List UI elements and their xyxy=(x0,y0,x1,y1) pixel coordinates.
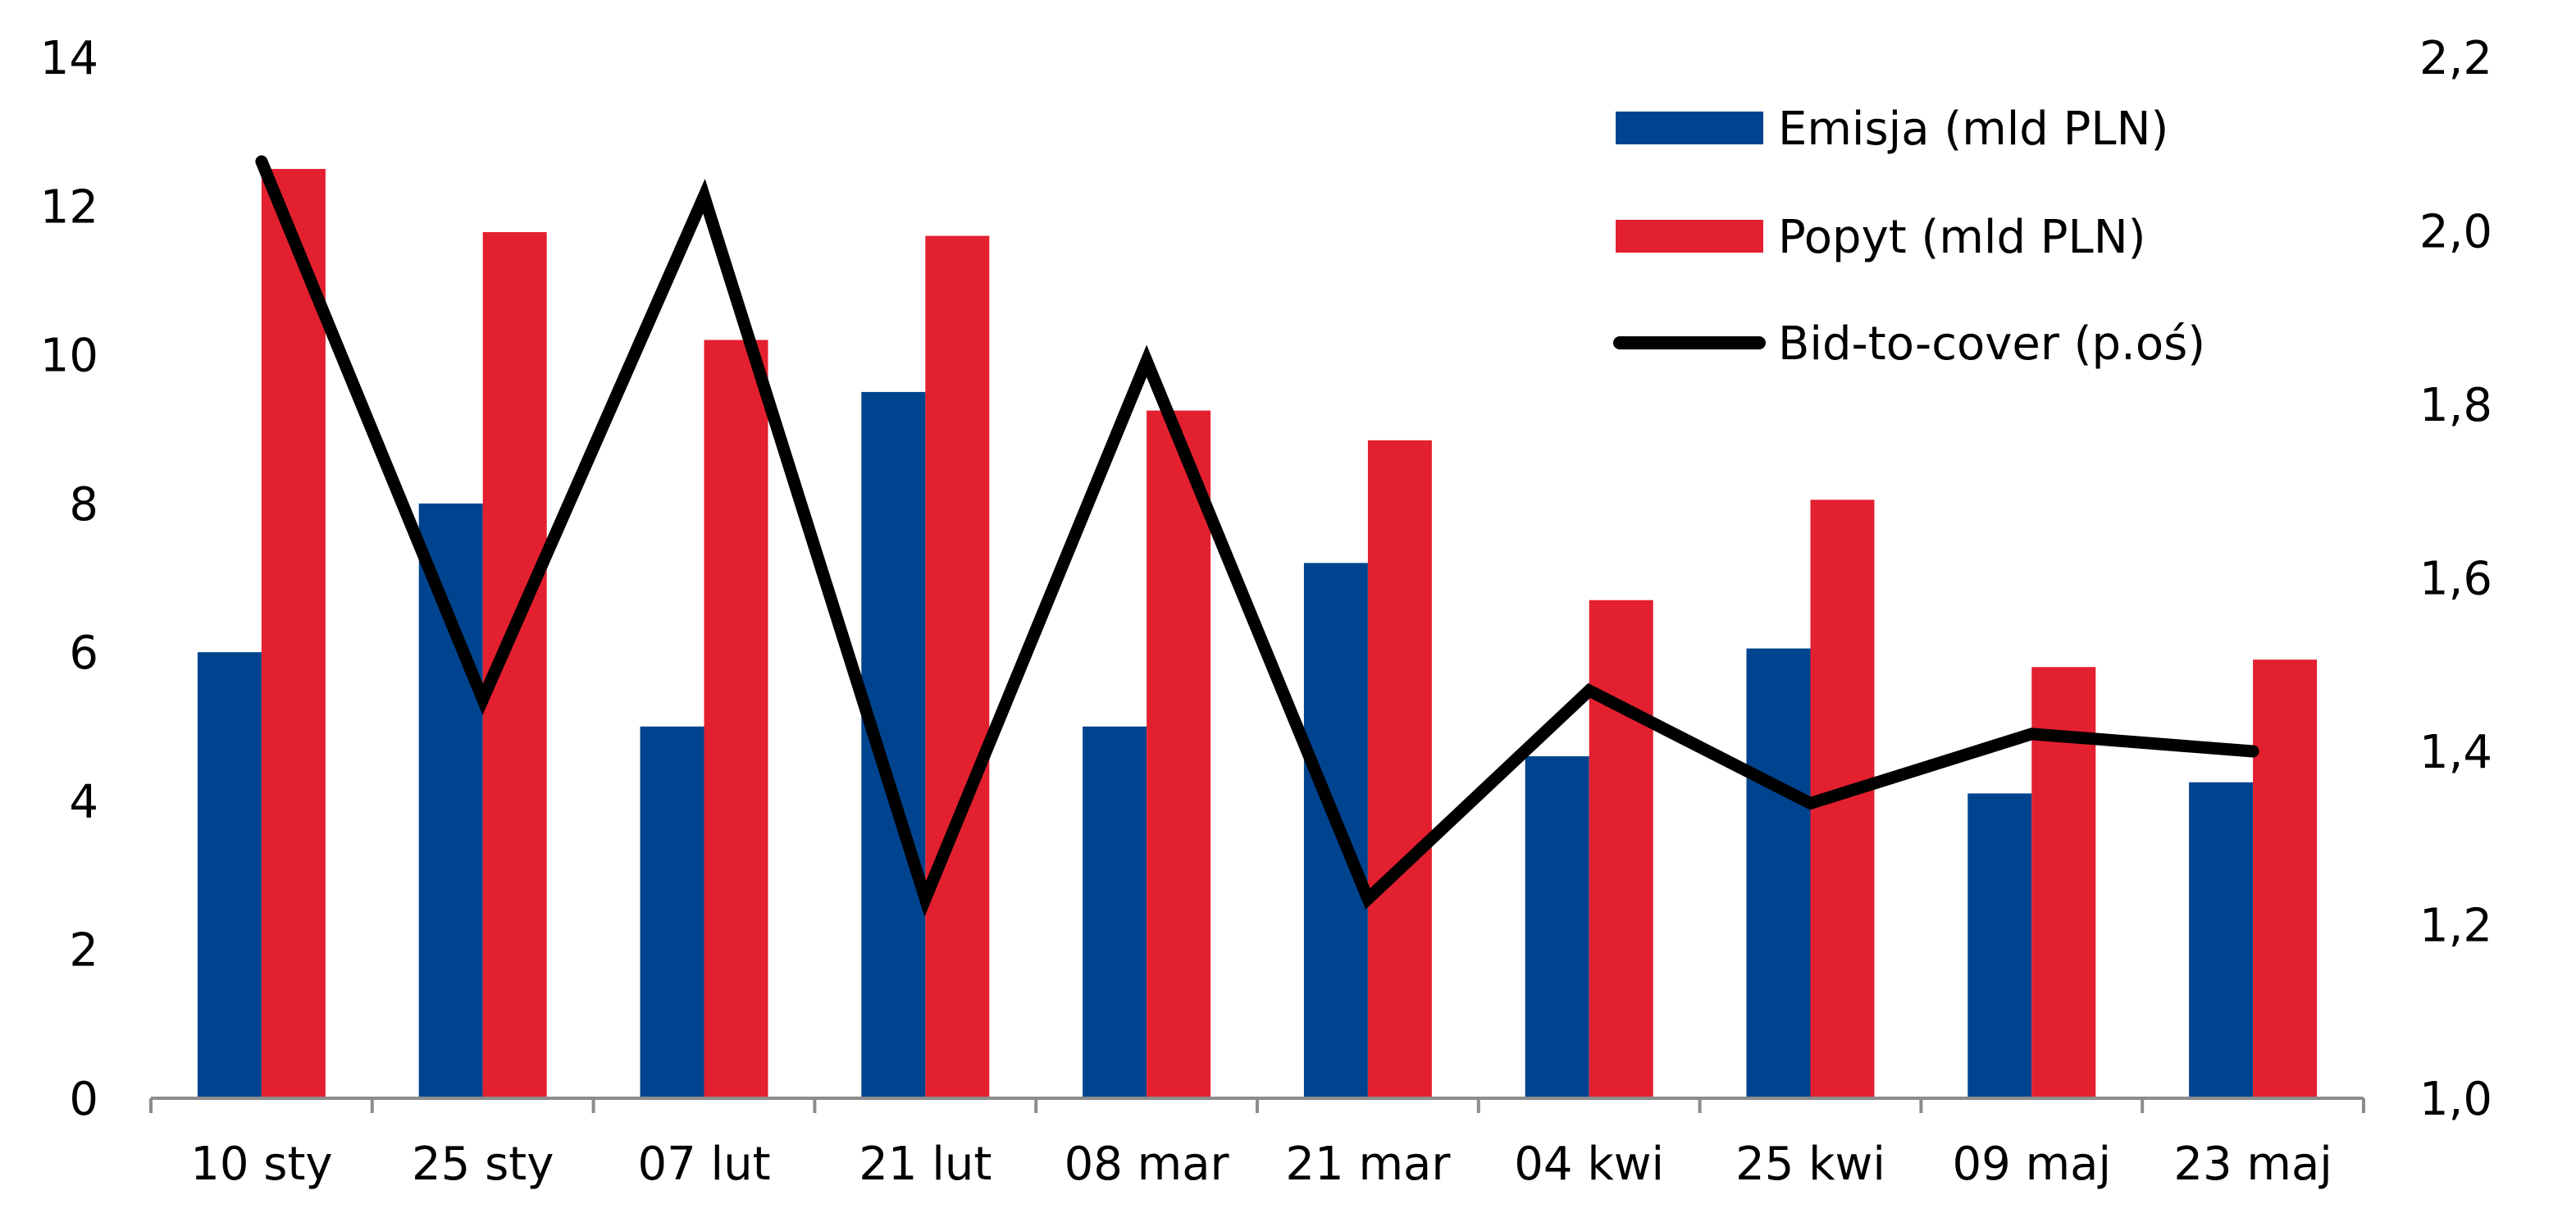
line-point-9 xyxy=(2252,750,2255,752)
y-left-tick-label-7: 14 xyxy=(40,32,98,85)
line-point-2 xyxy=(703,195,705,198)
y-right-tick-label-2: 1,4 xyxy=(2419,726,2492,779)
line-point-1 xyxy=(481,698,484,700)
x-tick-label-2: 07 lut xyxy=(637,1138,770,1191)
y-right-tick-label-6: 2,2 xyxy=(2419,32,2492,85)
bar-popyt-3 xyxy=(925,235,990,1098)
legend-label-2: Bid-to-cover (p.oś) xyxy=(1778,317,2205,371)
bar-popyt-4 xyxy=(1147,410,1211,1098)
bar-emisja-8 xyxy=(1967,793,2032,1098)
bar-popyt-2 xyxy=(704,340,768,1098)
line-point-4 xyxy=(1146,360,1148,363)
line-point-3 xyxy=(924,897,927,900)
x-tick-label-4: 08 mar xyxy=(1065,1138,1230,1191)
bar-popyt-5 xyxy=(1367,440,1432,1098)
line-point-7 xyxy=(1809,802,1812,805)
y-right-tick-label-5: 2,0 xyxy=(2419,206,2492,259)
bar-emisja-4 xyxy=(1083,726,1147,1098)
line-point-6 xyxy=(1588,689,1590,691)
y-left-tick-label-3: 6 xyxy=(69,627,98,680)
y-right-tick-label-3: 1,6 xyxy=(2419,553,2492,606)
bar-popyt-0 xyxy=(261,168,326,1099)
legend-label-1: Popyt (mld PLN) xyxy=(1778,211,2146,264)
bar-emisja-0 xyxy=(197,652,262,1098)
legend-swatch-0 xyxy=(1616,112,1763,144)
y-left-tick-label-4: 8 xyxy=(69,478,98,531)
x-tick-label-1: 25 sty xyxy=(412,1138,554,1191)
y-right-tick-label-4: 1,8 xyxy=(2419,379,2492,432)
bar-emisja-6 xyxy=(1525,756,1589,1098)
bar-emisja-9 xyxy=(2189,782,2254,1098)
x-tick-label-8: 09 maj xyxy=(1953,1138,2111,1191)
y-left-tick-label-2: 4 xyxy=(69,775,98,828)
legend: Emisja (mld PLN) Popyt (mld PLN) Bid-to-co… xyxy=(1613,103,2205,371)
bar-emisja-2 xyxy=(640,726,704,1098)
line-point-5 xyxy=(1366,897,1369,900)
line-point-0 xyxy=(260,160,262,162)
y-left-tick-label-0: 0 xyxy=(69,1073,98,1126)
x-tick-label-7: 25 kwi xyxy=(1735,1138,1885,1191)
x-tick-label-6: 04 kwi xyxy=(1514,1138,1664,1191)
x-tick-label-0: 10 sty xyxy=(190,1138,332,1191)
y-left-tick-label-5: 10 xyxy=(40,330,98,383)
y-right-tick-label-1: 1,2 xyxy=(2419,900,2492,953)
legend-swatch-1 xyxy=(1616,220,1763,253)
line-bid-to-cover xyxy=(255,155,2259,917)
y-left-tick-label-6: 12 xyxy=(40,180,98,234)
bar-popyt-6 xyxy=(1589,600,1653,1098)
bars-layer xyxy=(197,168,2318,1099)
bar-popyt-9 xyxy=(2253,659,2318,1098)
axes-layer: 10 sty 25 sty 07 lut 21 lut 08 mar 21 mar 04 k… xyxy=(40,32,2492,1191)
line-layer xyxy=(255,155,2259,917)
x-tick-label-9: 23 maj xyxy=(2173,1138,2332,1191)
bar-emisja-1 xyxy=(418,503,483,1098)
line-point-8 xyxy=(2031,732,2033,735)
x-tick-label-5: 21 mar xyxy=(1285,1138,1451,1191)
legend-label-0: Emisja (mld PLN) xyxy=(1778,103,2168,156)
y-left-tick-label-1: 2 xyxy=(69,924,98,978)
y-right-tick-label-0: 1,0 xyxy=(2419,1073,2492,1126)
bar-emisja-7 xyxy=(1746,648,1811,1098)
x-tick-label-3: 21 lut xyxy=(859,1138,992,1191)
